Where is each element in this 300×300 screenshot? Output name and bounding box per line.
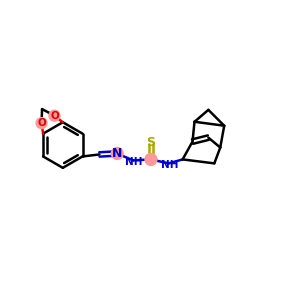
Circle shape (36, 118, 47, 128)
Text: S: S (146, 136, 155, 149)
Circle shape (49, 110, 60, 121)
Text: NH: NH (161, 160, 178, 170)
Text: O: O (37, 118, 46, 128)
Text: NH: NH (125, 157, 143, 167)
Text: N: N (112, 147, 122, 160)
Circle shape (111, 148, 123, 159)
Circle shape (145, 154, 157, 165)
Text: O: O (50, 111, 59, 121)
